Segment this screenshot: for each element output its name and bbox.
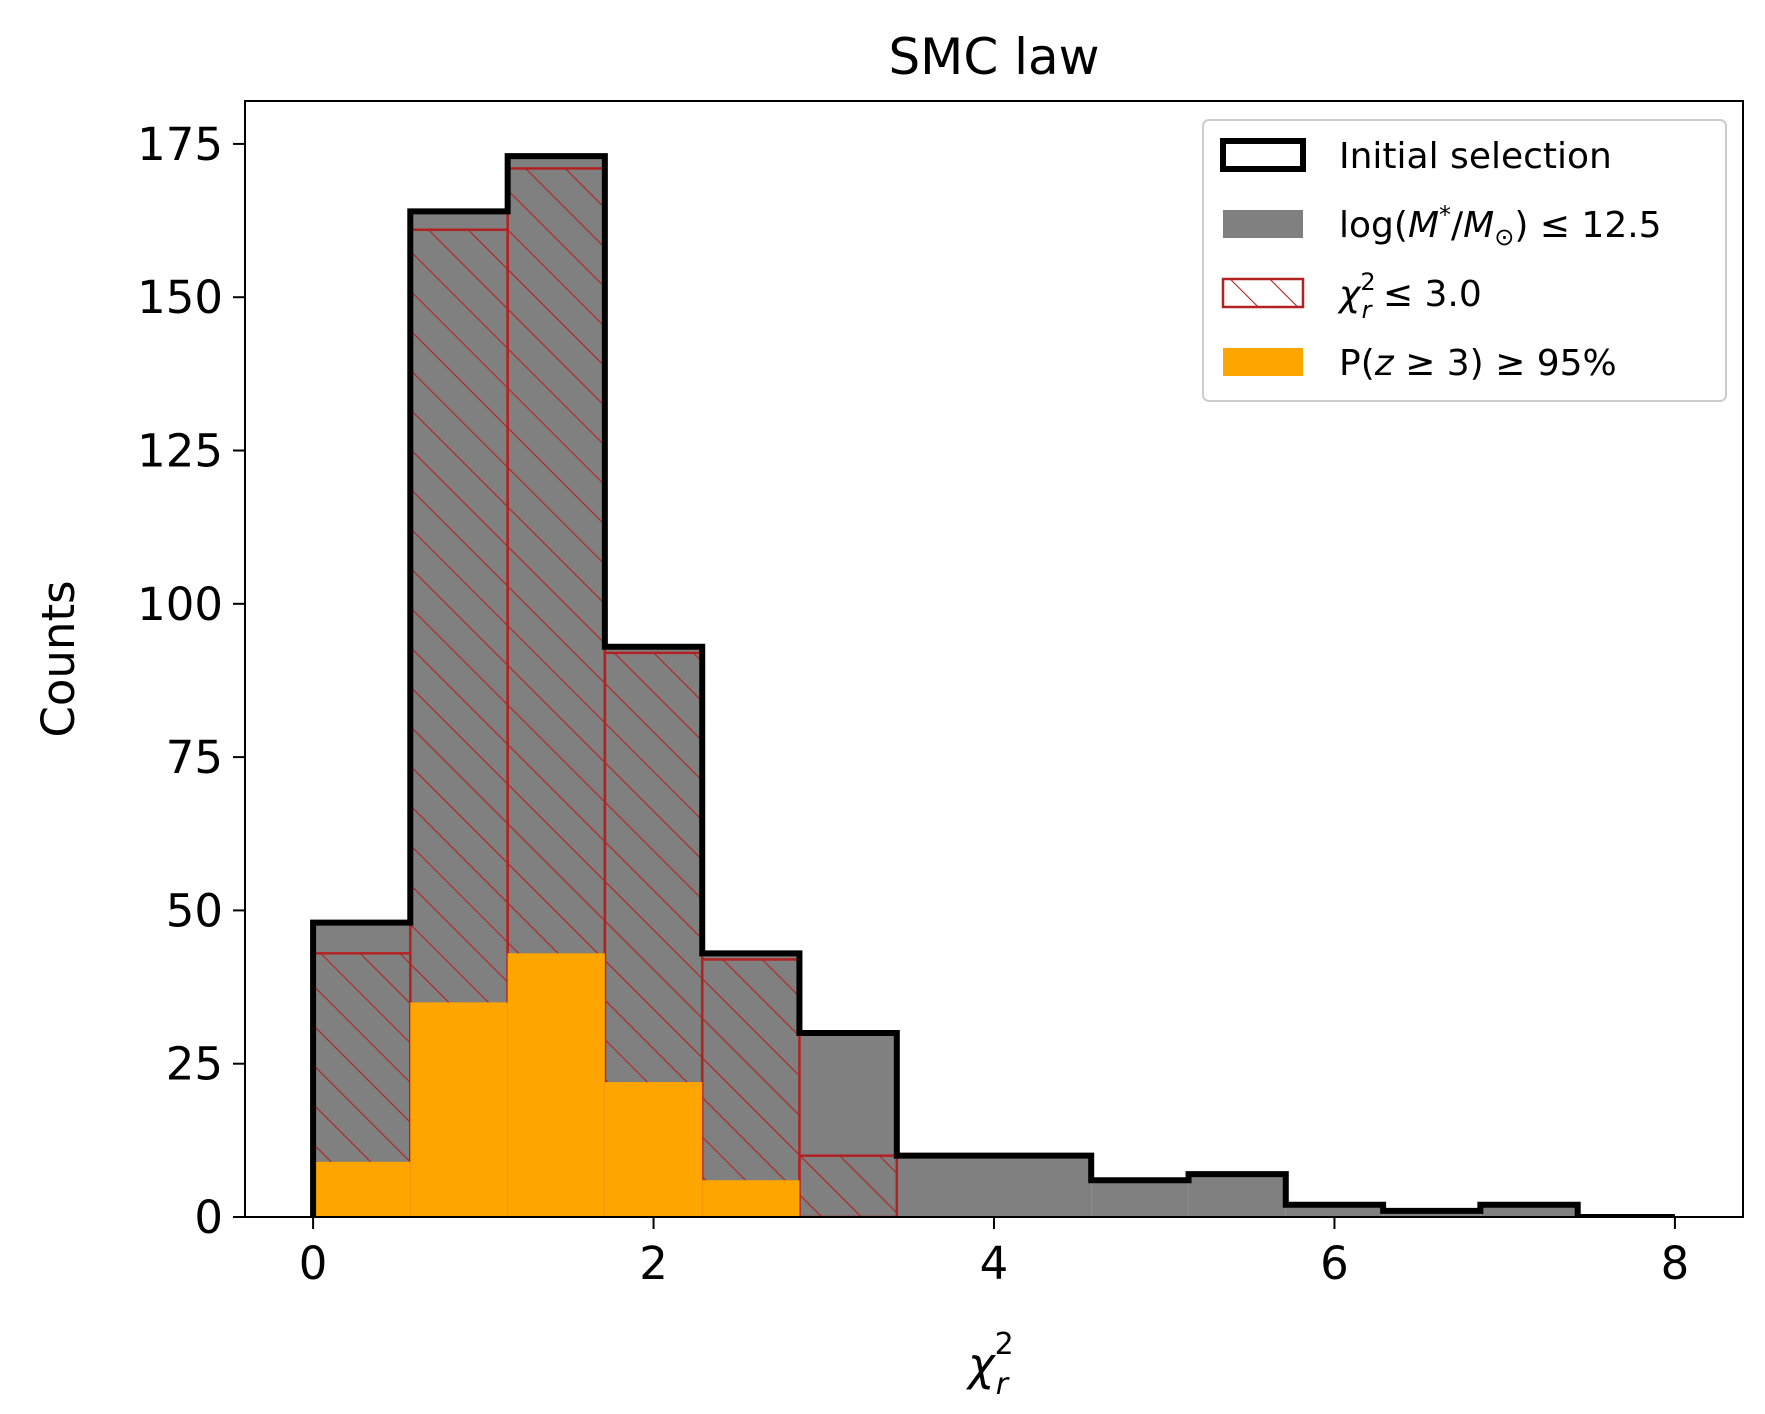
pz-series	[313, 953, 800, 1217]
legend-swatch-chi	[1221, 277, 1305, 309]
bar-mass-11	[1383, 1210, 1481, 1217]
y-tick-label-6: 150	[137, 271, 223, 324]
y-axis-label: Counts	[32, 580, 85, 737]
x-tick-label-3: 6	[1320, 1237, 1349, 1290]
bar-mass-12	[1480, 1204, 1578, 1217]
y-tick-label-4: 100	[137, 578, 223, 631]
bar-mass-9	[1188, 1174, 1286, 1217]
x-tick-label-1: 2	[639, 1237, 668, 1290]
y-tick-label-2: 50	[166, 884, 223, 937]
legend: Initial selection log(M*/M⊙) ≤ 12.5 χ2 r …	[1202, 119, 1727, 402]
legend-swatch-pz	[1223, 348, 1303, 376]
y-tick-label-1: 25	[166, 1038, 223, 1091]
bar-chi-5	[798, 1154, 899, 1217]
bar-pz-4	[702, 1180, 800, 1217]
bar-mass-10	[1285, 1204, 1384, 1217]
legend-label-pz: P(z ≥ 3) ≥ 95%	[1339, 343, 1617, 384]
bar-mass-6	[896, 1155, 994, 1217]
legend-swatch-mass	[1223, 210, 1303, 238]
legend-swatch-initial	[1220, 138, 1306, 172]
legend-label-initial: Initial selection	[1339, 136, 1612, 177]
legend-label-chi: χ2 r ≤ 3.0	[1337, 268, 1482, 324]
bar-pz-3	[604, 1082, 703, 1217]
x-tick-label-0: 0	[299, 1237, 328, 1290]
y-axis-ticks: 0 25 50 75 100 125 150 175	[137, 118, 245, 1244]
initial-series	[310, 153, 1675, 1217]
legend-label-mass: log(M*/M⊙) ≤ 12.5	[1339, 201, 1662, 251]
step-outline-initial	[310, 153, 1675, 1217]
bar-chi-4	[700, 958, 801, 1217]
y-tick-label-3: 75	[166, 731, 223, 784]
x-axis-label: χ2 r	[966, 1327, 1014, 1402]
x-axis-ticks: 0 2 4 6 8	[299, 1217, 1689, 1290]
bar-pz-2	[507, 953, 605, 1217]
legend-box	[1202, 119, 1727, 402]
bar-pz-0	[313, 1161, 411, 1217]
x-tick-label-4: 8	[1661, 1237, 1690, 1290]
x-tick-label-2: 4	[980, 1237, 1009, 1290]
chart-title: SMC law	[888, 28, 1099, 86]
bar-pz-1	[410, 1002, 508, 1217]
y-tick-label-5: 125	[137, 425, 223, 478]
bar-mass-7	[994, 1155, 1092, 1217]
y-tick-label-7: 175	[137, 118, 223, 171]
y-tick-label-0: 0	[194, 1191, 223, 1244]
bar-mass-8	[1091, 1180, 1189, 1217]
